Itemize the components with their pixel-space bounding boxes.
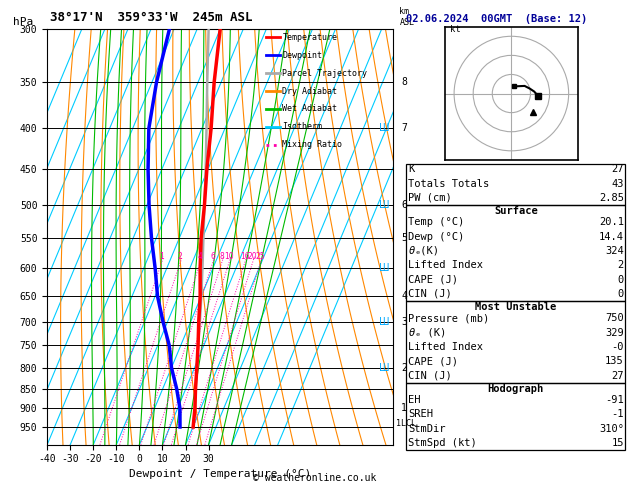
- Text: 10: 10: [224, 252, 234, 260]
- Text: ₑ (K): ₑ (K): [415, 328, 446, 338]
- Text: 750: 750: [605, 313, 624, 323]
- Text: 310°: 310°: [599, 424, 624, 434]
- Text: 14.4: 14.4: [599, 232, 624, 242]
- Text: Ш: Ш: [379, 263, 390, 274]
- Text: 0: 0: [618, 289, 624, 299]
- Text: 38°17'N  359°33'W  245m ASL: 38°17'N 359°33'W 245m ASL: [50, 11, 253, 24]
- Text: ₑ(K): ₑ(K): [415, 246, 440, 256]
- Text: Ш: Ш: [379, 123, 390, 134]
- Text: Ш: Ш: [379, 363, 390, 373]
- Text: CIN (J): CIN (J): [408, 371, 452, 381]
- Text: Ш: Ш: [379, 200, 390, 210]
- Text: © weatheronline.co.uk: © weatheronline.co.uk: [253, 473, 376, 483]
- Text: 2: 2: [401, 363, 407, 373]
- Text: Pressure (mb): Pressure (mb): [408, 313, 489, 323]
- Text: K: K: [408, 164, 415, 174]
- Text: 1: 1: [159, 252, 164, 260]
- Text: CIN (J): CIN (J): [408, 289, 452, 299]
- Text: 4: 4: [198, 252, 203, 260]
- Text: 324: 324: [605, 246, 624, 256]
- Text: 2: 2: [618, 260, 624, 270]
- Text: Surface: Surface: [494, 206, 538, 216]
- Text: CAPE (J): CAPE (J): [408, 275, 458, 285]
- Text: CAPE (J): CAPE (J): [408, 356, 458, 366]
- Text: Lifted Index: Lifted Index: [408, 342, 483, 352]
- Text: 135: 135: [605, 356, 624, 366]
- Text: km
ASL: km ASL: [399, 7, 415, 27]
- Text: -0: -0: [611, 342, 624, 352]
- Text: 7: 7: [401, 123, 407, 134]
- Text: θ: θ: [408, 328, 415, 338]
- Text: SREH: SREH: [408, 409, 433, 419]
- Text: 16: 16: [240, 252, 250, 260]
- Text: Hodograph: Hodograph: [487, 384, 544, 394]
- Text: Ш: Ш: [379, 316, 390, 327]
- Text: 1: 1: [401, 403, 407, 413]
- Text: kt: kt: [450, 25, 461, 35]
- Text: Wet Adiabat: Wet Adiabat: [282, 104, 337, 113]
- Text: 3: 3: [401, 316, 407, 327]
- Text: 0: 0: [618, 275, 624, 285]
- Text: Most Unstable: Most Unstable: [475, 302, 557, 312]
- Text: 2: 2: [178, 252, 182, 260]
- Text: 6: 6: [210, 252, 215, 260]
- Text: 25: 25: [255, 252, 265, 260]
- Text: Dry Adiabat: Dry Adiabat: [282, 87, 337, 96]
- Text: PW (cm): PW (cm): [408, 193, 452, 203]
- Text: Dewpoint: Dewpoint: [282, 51, 323, 60]
- Text: 329: 329: [605, 328, 624, 338]
- Text: StmDir: StmDir: [408, 424, 446, 434]
- Text: 27: 27: [611, 164, 624, 174]
- Text: Isotherm: Isotherm: [282, 122, 323, 131]
- Text: 2.85: 2.85: [599, 193, 624, 203]
- Text: 8: 8: [401, 77, 407, 87]
- Text: Dewp (°C): Dewp (°C): [408, 232, 464, 242]
- Text: -1: -1: [611, 409, 624, 419]
- Text: 02.06.2024  00GMT  (Base: 12): 02.06.2024 00GMT (Base: 12): [406, 14, 587, 24]
- Text: Lifted Index: Lifted Index: [408, 260, 483, 270]
- Text: Temp (°C): Temp (°C): [408, 217, 464, 227]
- Text: 6: 6: [401, 200, 407, 210]
- Text: Mixing Ratio: Mixing Ratio: [282, 140, 342, 149]
- Text: θ: θ: [408, 246, 415, 256]
- Text: Totals Totals: Totals Totals: [408, 179, 489, 189]
- Text: 4: 4: [401, 291, 407, 301]
- X-axis label: Dewpoint / Temperature (°C): Dewpoint / Temperature (°C): [129, 469, 311, 479]
- Text: 20.1: 20.1: [599, 217, 624, 227]
- Text: 8: 8: [220, 252, 224, 260]
- Text: 15: 15: [611, 438, 624, 448]
- Text: EH: EH: [408, 395, 421, 405]
- Text: 1LCL: 1LCL: [396, 419, 416, 428]
- Text: -91: -91: [605, 395, 624, 405]
- Text: 27: 27: [611, 371, 624, 381]
- Text: 20: 20: [248, 252, 257, 260]
- Text: StmSpd (kt): StmSpd (kt): [408, 438, 477, 448]
- Text: Parcel Trajectory: Parcel Trajectory: [282, 69, 367, 78]
- Text: 5: 5: [401, 233, 407, 243]
- Text: Temperature: Temperature: [282, 33, 337, 42]
- Text: hPa: hPa: [13, 17, 33, 27]
- Text: 43: 43: [611, 179, 624, 189]
